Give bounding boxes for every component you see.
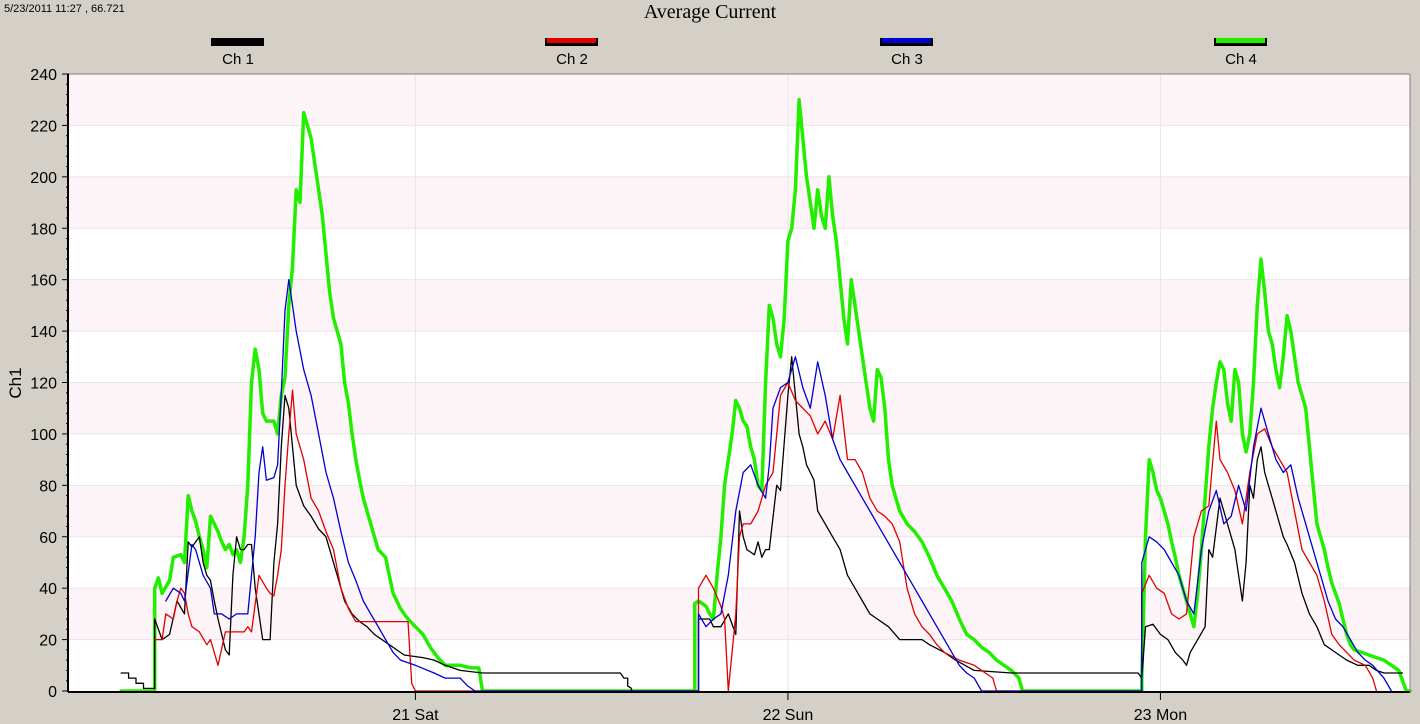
x-tick-label: 23 Mon: [1134, 707, 1187, 724]
series-line-ch-4: [119, 97, 1412, 693]
y-tick-label: 60: [39, 530, 57, 547]
y-tick-label: 120: [30, 376, 57, 393]
gridlines: [69, 73, 1410, 691]
y-tick-label: 240: [30, 67, 57, 84]
series-line-ch-1: [120, 356, 1404, 692]
band: [69, 279, 1410, 332]
x-tick-label: 21 Sat: [392, 707, 439, 724]
y-tick-label: 140: [30, 324, 57, 341]
y-tick-label: 180: [30, 221, 57, 238]
x-axis: 21 Sat 22 Sun 23 Mon: [392, 692, 1187, 724]
chart-title: Average Current: [643, 1, 777, 23]
y-tick-label: 20: [39, 633, 57, 650]
series-layer: [119, 97, 1412, 693]
y-tick-label: 40: [39, 581, 57, 598]
legend-swatch: [213, 38, 262, 43]
y-axis-label: Ch1: [6, 367, 25, 398]
y-tick-label: 220: [30, 118, 57, 135]
y-tick-label: 100: [30, 427, 57, 444]
x-tick-label: 22 Sun: [763, 707, 814, 724]
y-tick-label: 0: [48, 684, 57, 701]
y-tick-label: 160: [30, 273, 57, 290]
series-line-ch-3: [165, 279, 1393, 692]
legend-label: Ch 1: [222, 51, 254, 68]
legend-swatch: [547, 38, 596, 43]
legend-swatch: [1216, 38, 1265, 43]
band: [69, 176, 1410, 229]
legend-label: Ch 4: [1225, 51, 1257, 68]
legend-swatch: [882, 38, 931, 43]
y-tick-label: 200: [30, 170, 57, 187]
legend-label: Ch 3: [891, 51, 923, 68]
cursor-readout: 5/23/2011 11:27 , 66.721: [4, 3, 125, 15]
y-axis: 0 20 40 60 80 100 120 140 160 180 200 220 240: [30, 67, 69, 701]
y-tick-label: 80: [39, 478, 57, 495]
legend: Ch 1 Ch 2 Ch 3 Ch 4: [211, 38, 1267, 68]
legend-label: Ch 2: [556, 51, 588, 68]
band: [69, 74, 1410, 126]
